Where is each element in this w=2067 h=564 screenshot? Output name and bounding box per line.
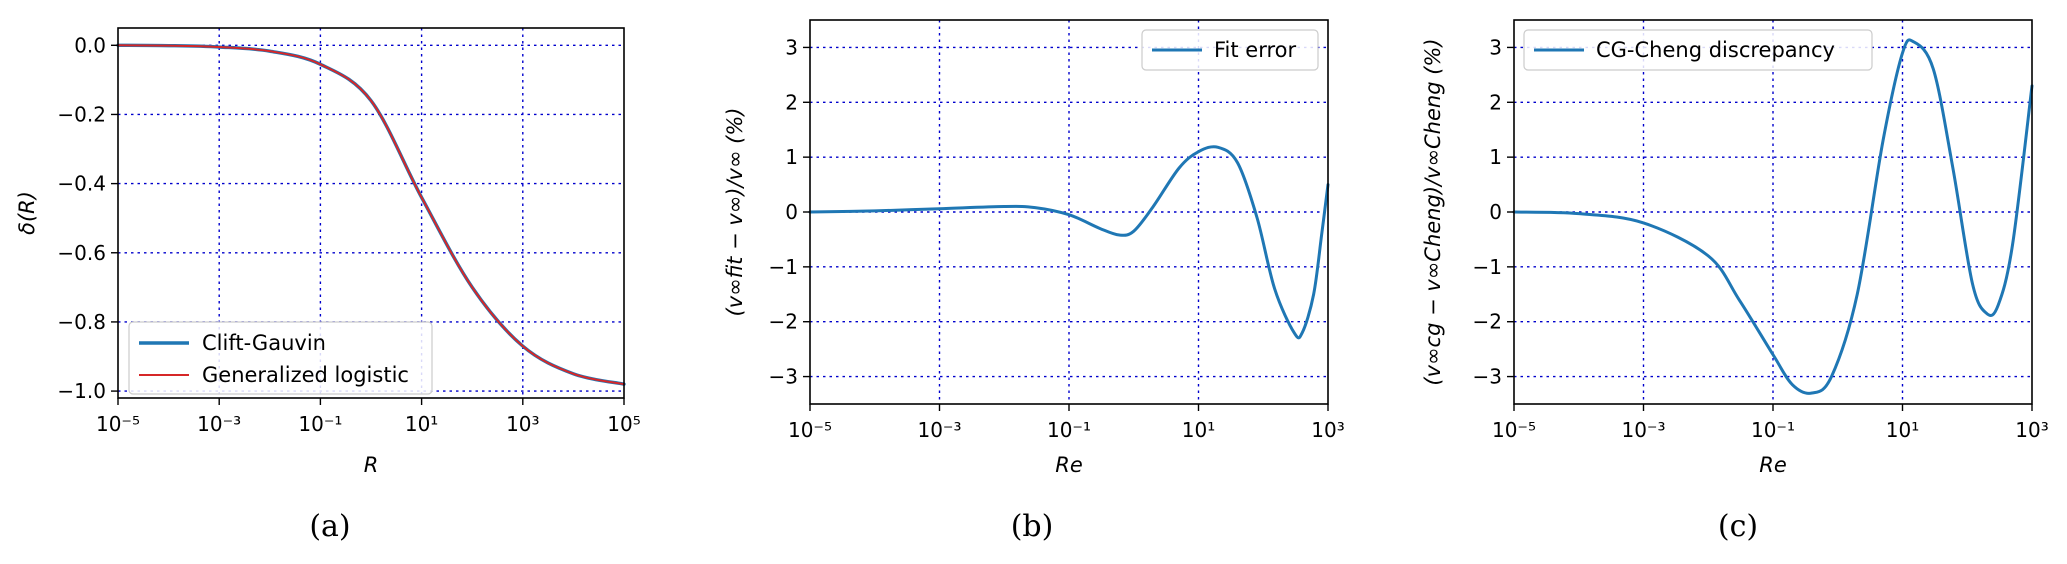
panel-c-legend-box (1523, 29, 1873, 71)
y-tick-label: 1 (1489, 145, 1502, 169)
x-tick-label: 10⁻⁵ (1492, 418, 1536, 442)
x-tick-label: 10⁻⁵ (788, 418, 832, 442)
y-tick-label: −3 (1473, 365, 1502, 389)
panel-c-xlabel: Re (1759, 453, 1787, 477)
y-tick-label: 1 (785, 145, 798, 169)
y-tick-label: 2 (785, 90, 798, 114)
panel-a: 10⁻⁵ 10⁻³ 10⁻¹ 10¹ 10³ 10⁵ 0.0 −0.2 −0.4 −0.6 −0.8… (15, 27, 641, 544)
y-tick-label: −1 (1473, 255, 1502, 279)
panel-c-caption: (c) (1718, 509, 1758, 544)
y-tick-label: −2 (769, 310, 798, 334)
legend-label-clift-gauvin: Clift-Gauvin (202, 331, 326, 355)
x-tick-label: 10⁻³ (917, 418, 961, 442)
x-tick-label: 10³ (2015, 418, 2048, 442)
y-tick-label: −1.0 (57, 379, 106, 403)
legend-label-cg-cheng: CG-Cheng discrepancy (1596, 38, 1835, 62)
panel-c-grid (1514, 20, 2032, 404)
y-tick-label: 0.0 (74, 33, 106, 57)
legend-label-fit-error: Fit error (1214, 38, 1297, 62)
y-tick-label: 2 (1489, 90, 1502, 114)
panel-c-legend: CG-Cheng discrepancy (1523, 29, 1873, 71)
panel-a-caption: (a) (309, 509, 350, 544)
panel-b-caption: (b) (1011, 509, 1054, 544)
panel-a-legend: Clift-Gauvin Generalized logistic (128, 321, 433, 395)
panel-b: 10⁻⁵ 10⁻³ 10⁻¹ 10¹ 10³ 3 2 1 0 −1 −2 −3 Re (v∞fit −… (723, 19, 1345, 544)
y-tick-label: 3 (785, 35, 798, 59)
x-tick-label: 10⁻¹ (298, 412, 342, 436)
x-tick-label: 10⁵ (607, 412, 640, 436)
x-tick-label: 10³ (1311, 418, 1344, 442)
y-tick-label: −1 (769, 255, 798, 279)
x-tick-label: 10⁻⁵ (96, 412, 140, 436)
panel-b-series (808, 145, 1330, 340)
panel-a-legend-box (128, 321, 433, 395)
x-tick-label: 10⁻¹ (1047, 418, 1091, 442)
panel-b-ylabel: (v∞fit − v∞)/v∞ (%) (723, 108, 747, 317)
series-line-cg-cheng-discrepancy (1512, 38, 2034, 395)
x-tick-label: 10⁻³ (197, 412, 241, 436)
panel-b-grid (810, 20, 1328, 404)
y-tick-label: 3 (1489, 35, 1502, 59)
panel-b-legend-box (1141, 29, 1319, 71)
series-line-generalized-logistic (117, 44, 625, 386)
legend-label-generalized-logistic: Generalized logistic (202, 363, 409, 387)
y-tick-label: 0 (785, 200, 798, 224)
panel-c-ticks: 10⁻⁵ 10⁻³ 10⁻¹ 10¹ 10³ 3 2 1 0 −1 −2 −3 (1473, 35, 2049, 442)
x-tick-label: 10¹ (1182, 418, 1215, 442)
y-tick-label: −0.8 (57, 310, 106, 334)
y-tick-label: −0.2 (57, 102, 106, 126)
y-tick-label: −2 (1473, 310, 1502, 334)
panel-a-frame (117, 27, 625, 399)
panel-b-xlabel: Re (1055, 453, 1083, 477)
panel-c-series (1512, 38, 2034, 395)
series-line-fit-error (808, 145, 1330, 340)
panel-a-ylabel: δ(R) (15, 191, 39, 235)
panel-c: 10⁻⁵ 10⁻³ 10⁻¹ 10¹ 10³ 3 2 1 0 −1 −2 −3 Re (v∞cg − … (1421, 19, 2049, 544)
y-tick-label: 0 (1489, 200, 1502, 224)
y-tick-label: −3 (769, 365, 798, 389)
panel-b-legend: Fit error (1141, 29, 1319, 71)
panel-a-xlabel: R (364, 453, 379, 477)
y-tick-label: −0.4 (57, 172, 106, 196)
y-tick-label: −0.6 (57, 241, 106, 265)
x-tick-label: 10⁻¹ (1751, 418, 1795, 442)
panel-a-ticks: 10⁻⁵ 10⁻³ 10⁻¹ 10¹ 10³ 10⁵ 0.0 −0.2 −0.4 −0.6 −0.8… (57, 33, 640, 436)
x-tick-label: 10¹ (405, 412, 438, 436)
x-tick-label: 10³ (506, 412, 539, 436)
x-tick-label: 10¹ (1886, 418, 1919, 442)
panel-a-series (116, 43, 626, 386)
x-tick-label: 10⁻³ (1621, 418, 1665, 442)
panel-b-ticks: 10⁻⁵ 10⁻³ 10⁻¹ 10¹ 10³ 3 2 1 0 −1 −2 −3 (769, 35, 1345, 442)
panel-c-ylabel: (v∞cg − v∞Cheng)/v∞Cheng (%) (1421, 38, 1445, 385)
